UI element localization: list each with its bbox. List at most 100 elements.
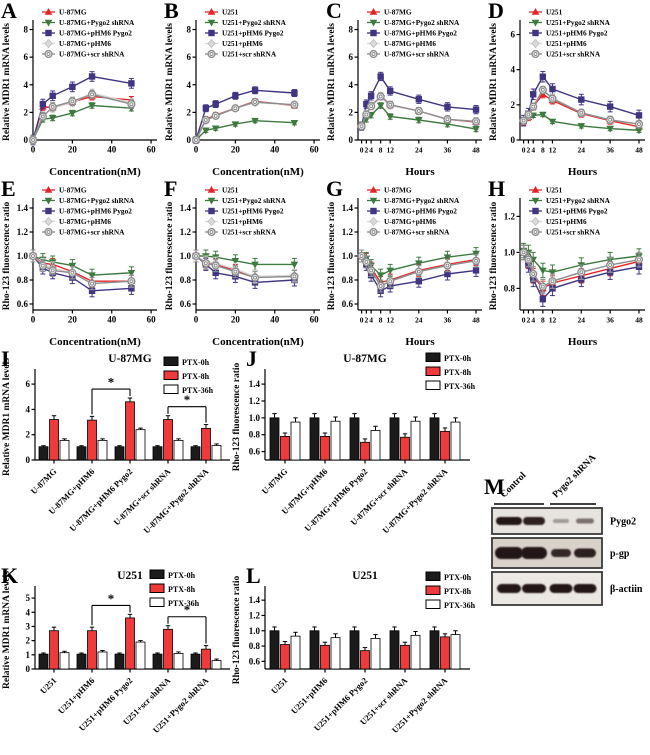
svg-text:4: 4 bbox=[531, 146, 535, 155]
panel-l: L U251 0.6 0.8 1.0 1.2 1.4 Rho-123 fluorescence… bbox=[230, 563, 488, 755]
svg-text:PTX-0h: PTX-0h bbox=[168, 571, 196, 580]
svg-text:12: 12 bbox=[549, 146, 557, 155]
svg-text:1.0: 1.0 bbox=[17, 251, 29, 261]
svg-text:12: 12 bbox=[386, 316, 394, 325]
y-axis-label: Rho-123 fluorescence ratio bbox=[232, 575, 242, 684]
protein-band bbox=[573, 584, 597, 593]
svg-text:3: 3 bbox=[26, 621, 31, 631]
panel-letter: E bbox=[1, 176, 16, 201]
bar bbox=[163, 628, 173, 670]
panel-a: A 0 2 4 6 8 0 20 40 60 Concentration(nM) Relative M… bbox=[0, 0, 162, 178]
svg-text:48: 48 bbox=[472, 146, 480, 155]
svg-text:U251+scr shRNA: U251+scr shRNA bbox=[222, 228, 277, 237]
svg-text:U251: U251 bbox=[222, 186, 239, 195]
svg-text:2: 2 bbox=[511, 100, 516, 110]
category-label: U251+pHM6 bbox=[289, 675, 330, 716]
svg-text:20: 20 bbox=[231, 145, 241, 155]
y-axis-label: Rho-123 fluorescence ratio bbox=[232, 362, 242, 471]
svg-text:U251+pHM6: U251+pHM6 bbox=[546, 217, 587, 226]
significance-bracket bbox=[91, 604, 131, 626]
bar bbox=[370, 430, 381, 461]
svg-text:PTX-0h: PTX-0h bbox=[444, 573, 472, 582]
bar bbox=[59, 439, 70, 461]
bar bbox=[349, 630, 360, 670]
svg-text:1.2: 1.2 bbox=[249, 610, 261, 620]
category-label: U251 bbox=[38, 675, 58, 695]
svg-text:48: 48 bbox=[635, 316, 643, 325]
bar bbox=[280, 644, 290, 670]
svg-text:2: 2 bbox=[187, 107, 192, 117]
svg-text:0: 0 bbox=[194, 315, 199, 325]
bar bbox=[450, 634, 461, 670]
svg-text:1.0: 1.0 bbox=[249, 626, 261, 636]
svg-text:2: 2 bbox=[349, 107, 354, 117]
svg-text:0.8: 0.8 bbox=[180, 275, 192, 285]
svg-text:U-87MG+scr shRNA: U-87MG+scr shRNA bbox=[384, 228, 450, 237]
chart-e: E 0.6 0.8 1.0 1.2 1.4 0 20 40 60 Concentration(nM)… bbox=[1, 176, 157, 348]
svg-text:U-87MG+pHM6: U-87MG+pHM6 bbox=[59, 217, 111, 226]
category-label: U251 bbox=[269, 675, 289, 695]
svg-text:U-87MG+scr shRNA: U-87MG+scr shRNA bbox=[59, 50, 125, 59]
bar bbox=[125, 617, 135, 670]
svg-text:1.4: 1.4 bbox=[249, 595, 261, 605]
bar bbox=[320, 435, 330, 461]
svg-text:U-87MG+pHM6: U-87MG+pHM6 bbox=[59, 39, 111, 48]
x-axis-label: Concentration(nM) bbox=[212, 166, 304, 178]
svg-text:4: 4 bbox=[511, 65, 516, 75]
y-axis-label: Relative MDR1 mRNA levels bbox=[489, 23, 499, 141]
svg-text:4: 4 bbox=[24, 80, 29, 90]
svg-text:PTX-8h: PTX-8h bbox=[168, 585, 196, 594]
bar bbox=[360, 441, 370, 461]
svg-text:U251+pHM6 Pygo2: U251+pHM6 Pygo2 bbox=[546, 207, 608, 216]
bar bbox=[114, 446, 125, 461]
bar bbox=[330, 637, 341, 670]
protein-band bbox=[553, 519, 569, 523]
series-U251+scr shRNA bbox=[519, 244, 644, 295]
svg-text:4: 4 bbox=[26, 607, 31, 617]
svg-text:2: 2 bbox=[26, 430, 31, 440]
svg-text:0: 0 bbox=[349, 135, 354, 145]
svg-text:0.8: 0.8 bbox=[249, 641, 261, 651]
significance-star: * bbox=[184, 392, 191, 407]
svg-text:6: 6 bbox=[187, 52, 192, 62]
svg-text:0.8: 0.8 bbox=[17, 275, 29, 285]
y-axis-label: Rho-123 fluorescence ratio bbox=[489, 201, 499, 310]
svg-text:8: 8 bbox=[187, 25, 192, 35]
bar bbox=[76, 653, 87, 670]
svg-text:0.6: 0.6 bbox=[249, 447, 261, 457]
svg-text:1: 1 bbox=[26, 650, 31, 660]
svg-text:60: 60 bbox=[147, 315, 157, 325]
bar bbox=[370, 638, 381, 670]
svg-text:U-87MG+Pygo2 shRNA: U-87MG+Pygo2 shRNA bbox=[59, 196, 135, 205]
legend: PTX-0h PTX-8h PTX-36h bbox=[149, 569, 200, 608]
chart-title: U251 bbox=[352, 570, 378, 582]
svg-text:0: 0 bbox=[26, 664, 31, 674]
svg-text:1.0: 1.0 bbox=[342, 251, 354, 261]
svg-text:0: 0 bbox=[194, 145, 199, 155]
panel-b: B 0 2 4 6 8 0 20 40 60 Concentration(nM) Relative M… bbox=[163, 0, 325, 178]
y-axis-label: Relative MDR1 mRNA levels bbox=[327, 23, 337, 141]
bar bbox=[114, 653, 125, 670]
bar bbox=[135, 429, 146, 461]
bar bbox=[152, 653, 163, 670]
svg-text:1.4: 1.4 bbox=[180, 203, 192, 213]
svg-text:36: 36 bbox=[444, 146, 452, 155]
svg-text:0: 0 bbox=[31, 145, 36, 155]
svg-text:1.4: 1.4 bbox=[342, 203, 354, 213]
bar bbox=[280, 435, 290, 461]
svg-text:6: 6 bbox=[26, 379, 31, 389]
svg-text:1.2: 1.2 bbox=[342, 227, 354, 237]
protein-band bbox=[576, 518, 594, 524]
chart-f: F 0.6 0.8 1.0 1.2 1.4 0 20 40 60 Concentration(nM)… bbox=[164, 176, 320, 348]
category-label: U-87MG+pHM6 Pygo2 bbox=[67, 466, 134, 533]
svg-text:U251+pHM6 Pygo2: U251+pHM6 Pygo2 bbox=[222, 29, 284, 38]
chart-g: G0.60.81.01.21.40 2 4 8 12 24 36 48HoursRho-123… bbox=[326, 176, 482, 348]
svg-text:U-87MG+scr shRNA: U-87MG+scr shRNA bbox=[59, 228, 125, 237]
series-U-87MG+scr shRNA bbox=[28, 89, 136, 145]
svg-text:U251+scr shRNA: U251+scr shRNA bbox=[222, 50, 277, 59]
protein-band bbox=[551, 549, 571, 557]
protein-band bbox=[521, 547, 547, 559]
svg-text:48: 48 bbox=[635, 146, 643, 155]
bar bbox=[320, 644, 330, 670]
svg-text:U251+scr shRNA: U251+scr shRNA bbox=[546, 50, 601, 59]
